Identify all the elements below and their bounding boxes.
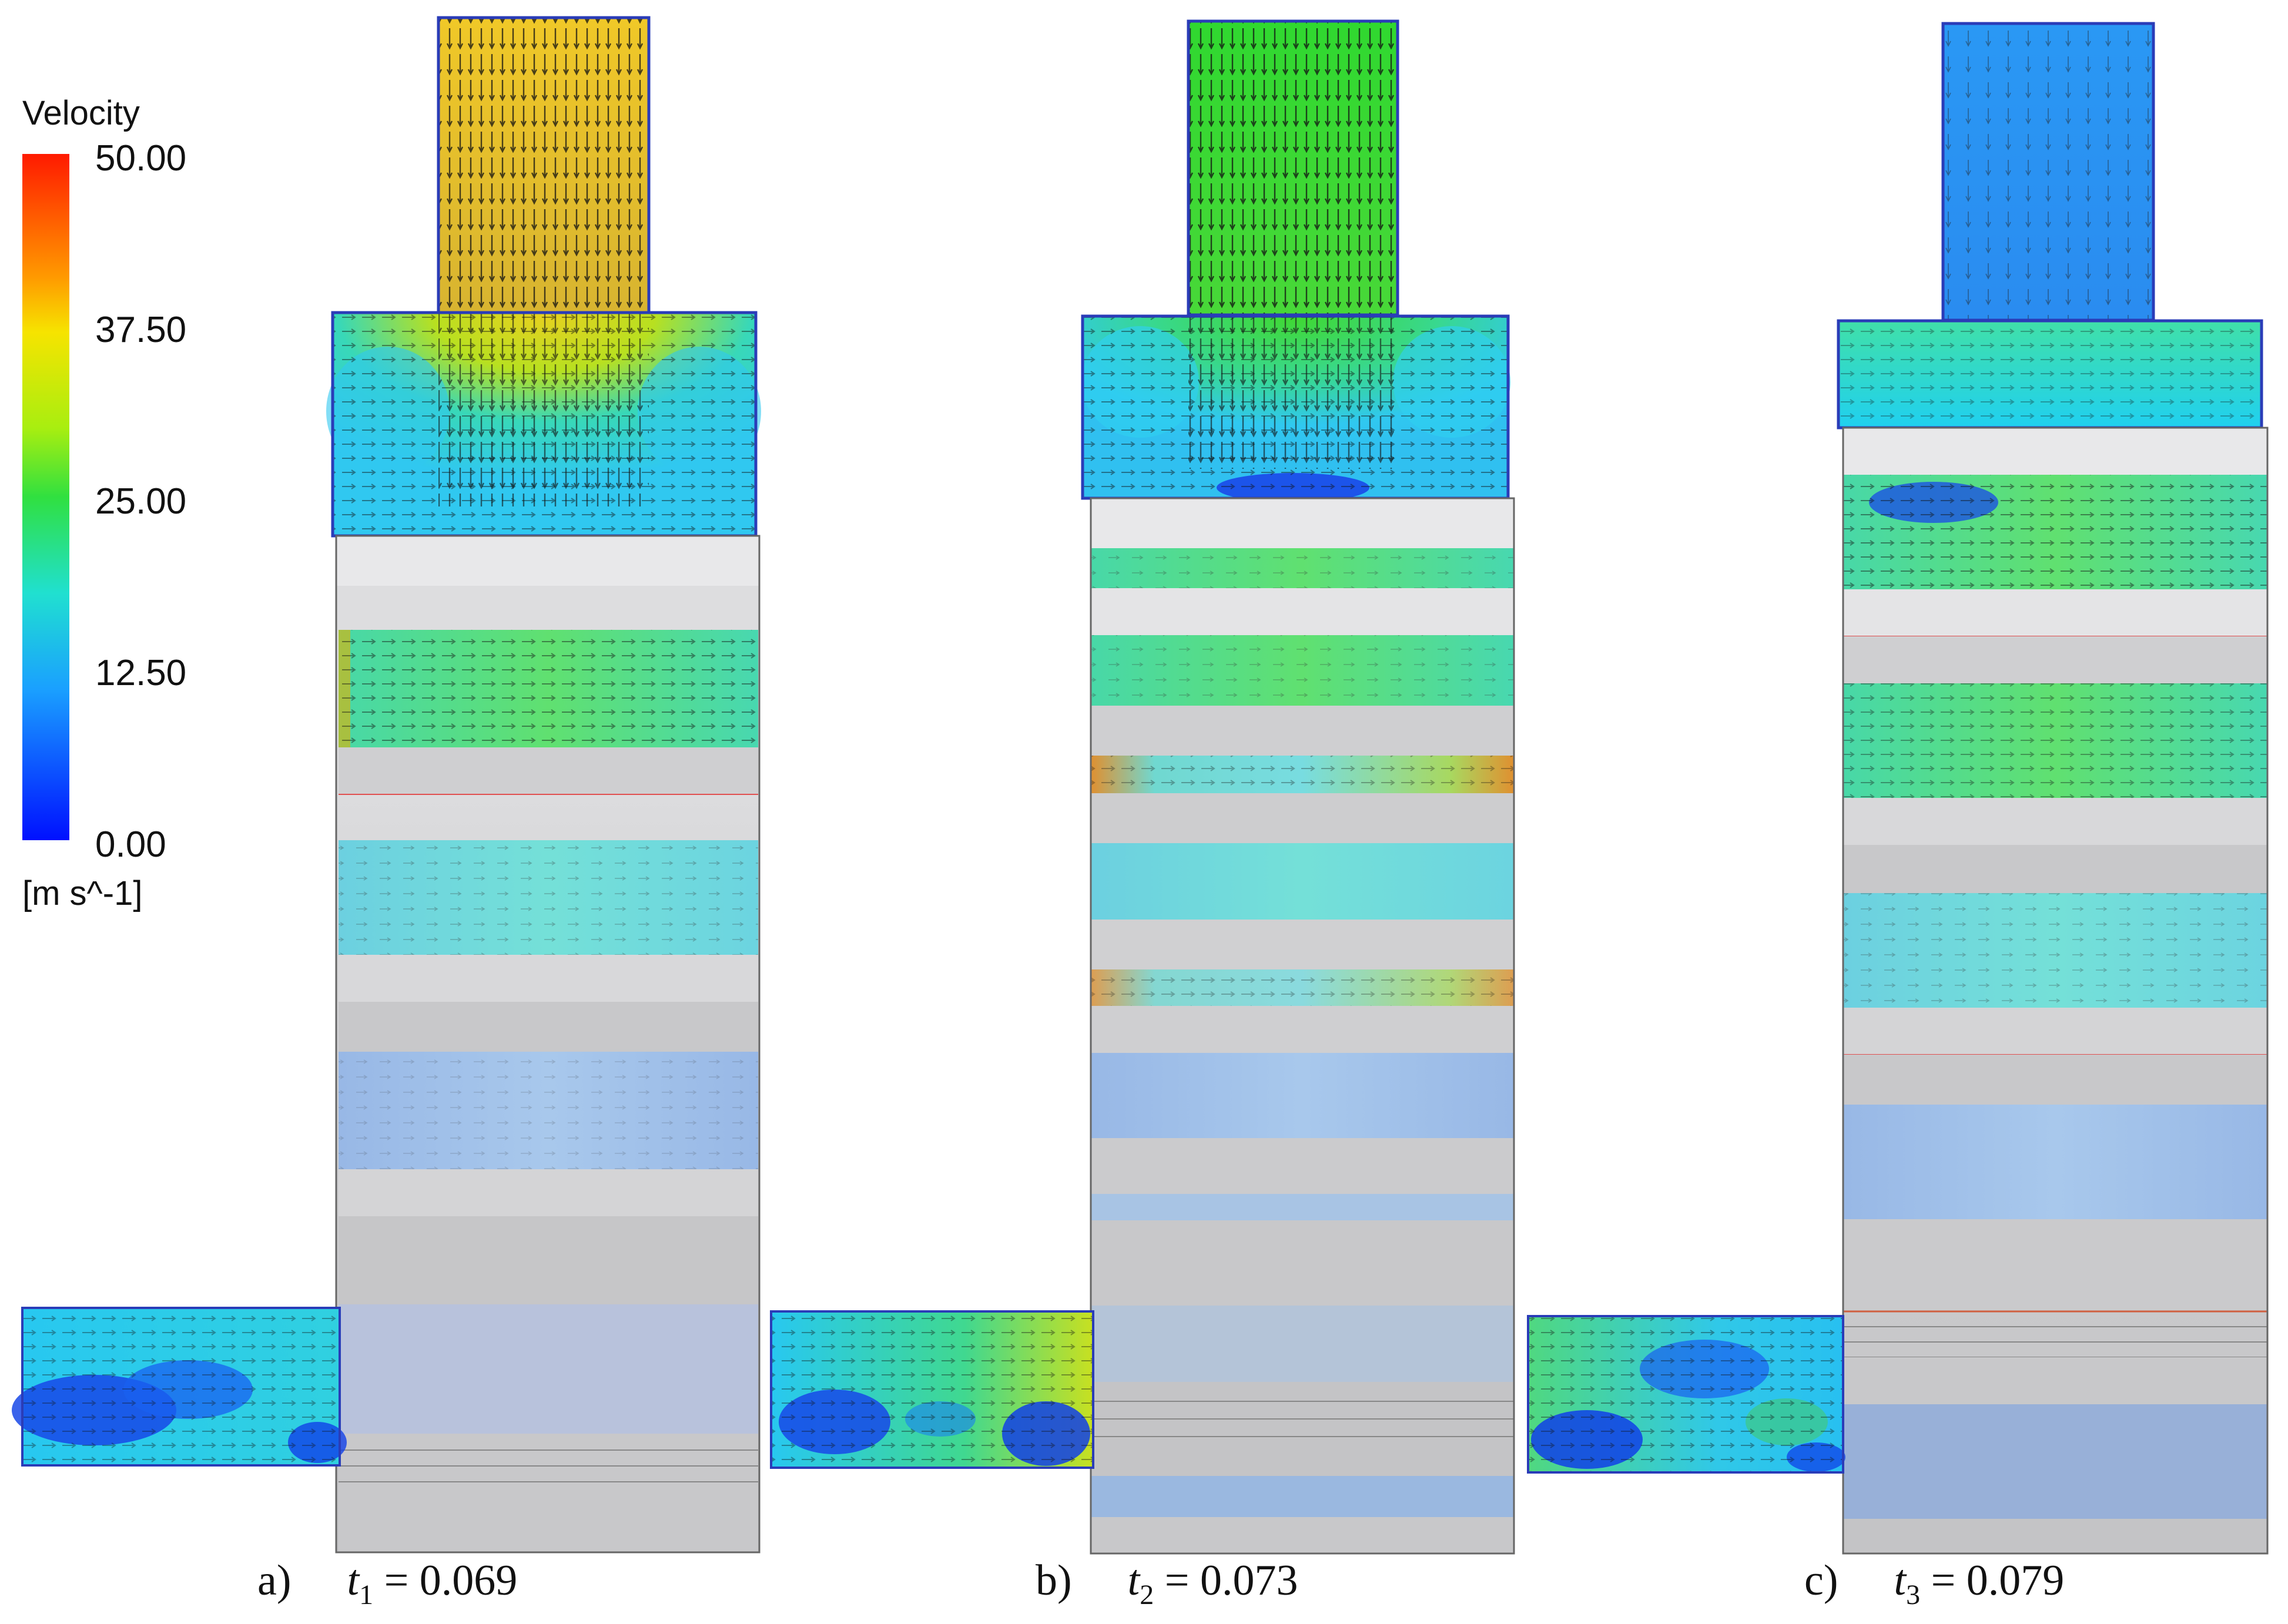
caption-b-sub: 2 — [1140, 1579, 1154, 1610]
caption-a-sub: 1 — [359, 1579, 374, 1610]
caption-a-value: = 0.069 — [384, 1556, 518, 1605]
caption-c: c) t3 = 0.079 — [1804, 1556, 2064, 1611]
caption-c-label: c) — [1804, 1556, 1838, 1605]
caption-a: a) t1 = 0.069 — [257, 1556, 517, 1611]
cavity-b-4 — [1091, 843, 1514, 920]
legend-colorbar — [22, 154, 69, 840]
legend-tick-37: 37.50 — [95, 310, 186, 350]
caption-c-var: t — [1894, 1556, 1907, 1605]
legend-tick-max: 50.00 — [95, 138, 186, 179]
caption-a-label: a) — [257, 1556, 292, 1605]
caption-b-label: b) — [1036, 1556, 1072, 1605]
velocity-legend: Velocity 50.00 37.50 25.00 12.50 0.00 [m… — [22, 94, 186, 912]
legend-tick-12: 12.50 — [95, 653, 186, 693]
caption-b: b) t2 = 0.073 — [1036, 1556, 1298, 1611]
legend-tick-25: 25.00 — [95, 481, 186, 522]
panel-a — [12, 16, 761, 1553]
cavity-b-6 — [1091, 1053, 1514, 1138]
caption-c-value: = 0.079 — [1931, 1556, 2065, 1605]
legend-unit: [m s^-1] — [22, 874, 142, 912]
panel-b — [770, 19, 1515, 1555]
cavity-c-5 — [1843, 1404, 2267, 1519]
caption-b-var: t — [1127, 1556, 1140, 1605]
cavity-b-9 — [1091, 1476, 1514, 1517]
caption-c-sub: 3 — [1906, 1579, 1921, 1610]
cavity-a-4 — [339, 1304, 758, 1434]
cavity-c-4 — [1843, 1105, 2267, 1219]
caption-b-value: = 0.073 — [1164, 1556, 1298, 1605]
caption-a-var: t — [347, 1556, 360, 1605]
panel-c — [1527, 22, 2269, 1555]
legend-tick-min: 0.00 — [95, 824, 166, 865]
cavity-b-7 — [1091, 1194, 1514, 1220]
cavity-b-8 — [1091, 1306, 1514, 1382]
legend-title: Velocity — [22, 94, 140, 132]
